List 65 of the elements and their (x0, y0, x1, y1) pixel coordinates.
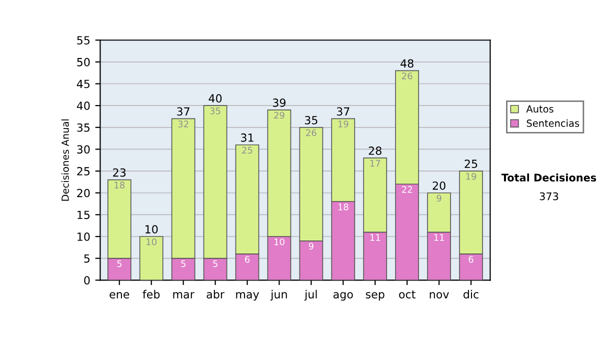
data-label: 11 (370, 234, 380, 241)
text: 373 (540, 192, 558, 200)
data-label: 5 (117, 260, 122, 268)
data-label: 26 (402, 72, 412, 80)
x-tick-label: abr (206, 290, 224, 298)
y-tick-label: 20 (77, 188, 90, 198)
data-label: 10 (146, 238, 156, 246)
data-label: 19 (466, 172, 476, 180)
x-tick-label: nov (430, 292, 449, 298)
x-tick-label: may (236, 292, 260, 301)
data-label: 5 (181, 260, 186, 268)
data-label: 5 (213, 260, 218, 268)
data-label: 19 (338, 120, 348, 128)
legend-label: Sentencias (526, 119, 580, 127)
text: Total Decisiones (501, 173, 596, 182)
legend-label: Autos (526, 105, 554, 113)
data-label: 25 (242, 146, 252, 154)
data-label: 18 (338, 204, 348, 210)
data-label: 10 (274, 238, 284, 246)
total-label: 37 (177, 107, 190, 116)
data-label: 35 (210, 107, 220, 114)
total-label: 20 (432, 181, 446, 190)
data-label: 32 (178, 120, 188, 128)
y-tick-label: 0 (84, 276, 90, 285)
total-label: 39 (272, 98, 286, 107)
x-tick-label: jul (304, 290, 317, 301)
y-tick-label: 40 (76, 102, 90, 110)
total-label: 23 (113, 168, 126, 177)
data-label: 11 (434, 234, 444, 241)
data-label: 9 (436, 194, 442, 202)
total-label: 10 (146, 225, 158, 234)
x-tick-label: ago (333, 292, 353, 301)
data-label: 22 (402, 186, 412, 193)
x-tick-label: mar (173, 292, 194, 298)
bar (139, 236, 164, 280)
total-label: 37 (336, 107, 350, 116)
total-label: 28 (368, 146, 382, 155)
total-label: 35 (304, 116, 318, 124)
y-tick-label: 30 (77, 145, 90, 154)
total-label: 25 (464, 160, 478, 168)
y-axis-title: Decisiones Anual (61, 119, 69, 201)
x-tick-label: ene (110, 292, 130, 298)
data-label: 6 (245, 256, 250, 263)
y-tick-label: 10 (78, 232, 90, 241)
total-label: 48 (400, 59, 414, 68)
x-tick-label: sep (366, 292, 384, 301)
x-tick-label: feb (142, 290, 160, 298)
total-label: 31 (241, 133, 254, 142)
total-label: 40 (208, 94, 222, 103)
y-tick-label: 55 (77, 36, 90, 44)
data-label: 26 (306, 129, 316, 136)
x-tick-label: jun (270, 290, 287, 301)
y-tick-label: 5 (84, 254, 90, 263)
data-label: 17 (370, 160, 380, 167)
x-tick-label: oct (399, 290, 416, 298)
data-label: 29 (274, 112, 284, 119)
y-tick-label: 45 (76, 80, 90, 88)
y-tick-label: 35 (77, 123, 90, 132)
data-label: 18 (114, 182, 125, 189)
y-tick-label: 25 (77, 167, 90, 176)
y-tick-label: 15 (78, 210, 90, 220)
data-label: 6 (468, 256, 474, 263)
x-tick-label: dic (464, 290, 478, 298)
data-label: 9 (308, 242, 314, 250)
y-tick-label: 50 (77, 58, 90, 66)
